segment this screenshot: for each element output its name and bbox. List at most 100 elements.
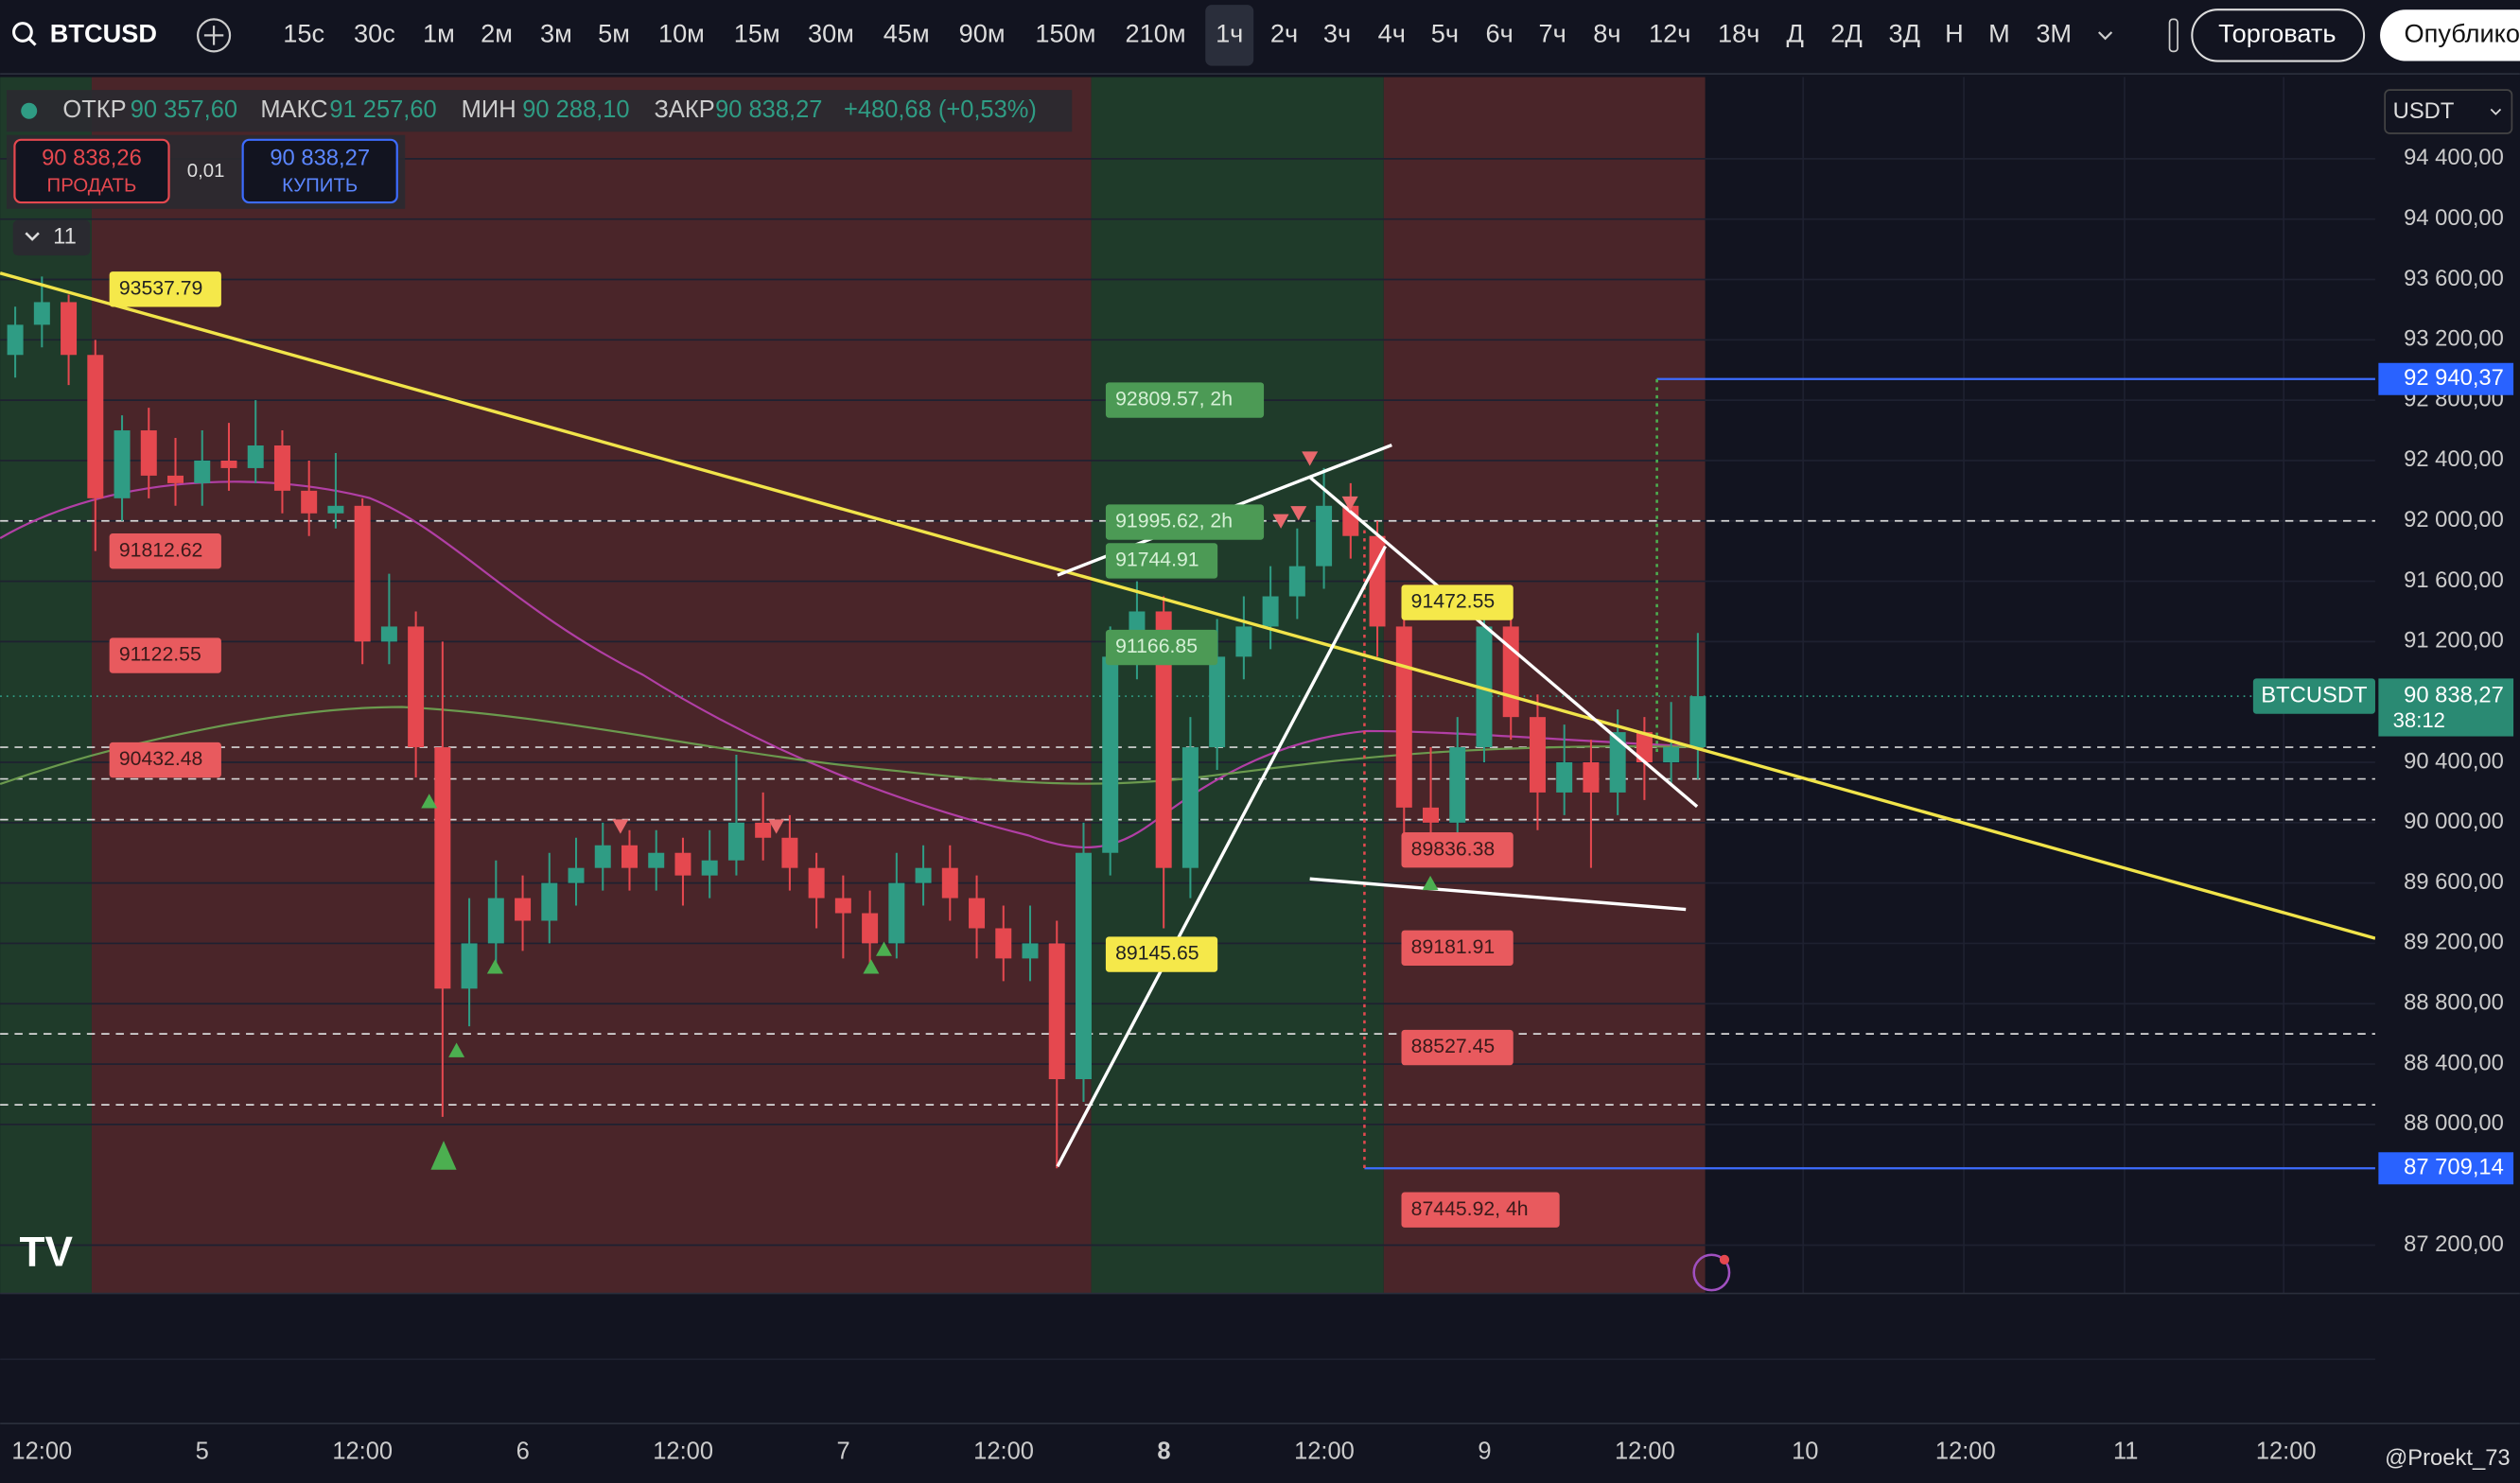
interval[interactable]: 90м	[959, 19, 1006, 48]
candle-body	[1583, 762, 1600, 793]
y-tick-label: 93 200,00	[2404, 326, 2504, 352]
annotation-box	[1401, 1192, 1560, 1228]
interval[interactable]: 3ч	[1323, 19, 1351, 48]
indicators-count: 11	[53, 224, 77, 250]
candle-body	[674, 852, 691, 876]
countdown: 38:12	[2393, 708, 2445, 732]
status-dot	[21, 102, 38, 119]
search-icon	[27, 37, 37, 46]
signal-up	[421, 794, 1439, 1170]
price-tag	[2378, 1152, 2514, 1185]
candle-body	[648, 852, 665, 868]
price-tag-label: 87 709,14	[2404, 1155, 2504, 1180]
price-tag	[2378, 362, 2514, 395]
annotation-box	[1401, 831, 1514, 868]
interval[interactable]: М	[1988, 19, 2010, 48]
interval[interactable]: 150м	[1035, 19, 1095, 48]
interval[interactable]: 2м	[481, 19, 513, 48]
interval[interactable]: 30м	[808, 19, 854, 48]
interval[interactable]: 7ч	[1539, 19, 1566, 48]
trade-button[interactable]	[2191, 9, 2366, 62]
candle-body	[408, 626, 425, 748]
interval[interactable]: 3Д	[1888, 19, 1920, 48]
candle-body	[1075, 852, 1092, 1080]
candle-body	[380, 626, 397, 642]
candles	[7, 276, 1706, 1169]
candle-body	[915, 867, 932, 883]
symbol[interactable]: BTCUSD	[50, 19, 157, 48]
candle-body	[781, 837, 798, 868]
interval[interactable]: 210м	[1126, 19, 1186, 48]
candle-body	[87, 355, 104, 498]
candle-body	[568, 867, 585, 883]
y-tick-label: 89 200,00	[2404, 930, 2504, 955]
interval[interactable]: 3м	[540, 19, 572, 48]
annotation-box	[1401, 584, 1514, 620]
publish-button-label: Опублико	[2405, 19, 2520, 48]
x-axis: 12:00 5 12:00 6 12:00 7 12:00 8 12:00 9 12:00 10 12:…	[11, 1438, 2316, 1464]
interval[interactable]: 1ч	[1216, 19, 1243, 48]
y-tick-label: 94 000,00	[2404, 205, 2504, 231]
candle-body	[1476, 626, 1493, 748]
candle-body	[167, 475, 184, 483]
ohlc-high-label: МАКС	[260, 96, 327, 123]
interval[interactable]: 5м	[598, 19, 630, 48]
candle-body	[140, 430, 157, 476]
logo: TV	[20, 1229, 74, 1275]
interval[interactable]: 15м	[734, 19, 780, 48]
currency-select[interactable]	[2384, 89, 2513, 134]
interval[interactable]: 3М	[2036, 19, 2072, 48]
candle-body	[755, 822, 772, 838]
ohlc-open: 90 357,60	[131, 96, 237, 123]
symbol-tag	[2252, 678, 2375, 714]
interval[interactable]: 18ч	[1718, 19, 1759, 48]
buy-button[interactable]	[241, 138, 398, 204]
interval[interactable]: 2ч	[1270, 19, 1298, 48]
sell-button[interactable]	[13, 138, 170, 204]
publish-button[interactable]	[2380, 9, 2520, 61]
ohlc-close: 90 838,27	[715, 96, 822, 123]
interval[interactable]: 4ч	[1378, 19, 1406, 48]
watermark: @Proekt_73	[2385, 1445, 2510, 1471]
currency: USDT	[2393, 98, 2455, 124]
y-tick-label: 88 000,00	[2404, 1110, 2504, 1136]
interval[interactable]: 1м	[423, 19, 455, 48]
indicators-toggle[interactable]	[12, 219, 91, 256]
interval[interactable]: 45м	[884, 19, 930, 48]
y-tick-label: 92 000,00	[2404, 507, 2504, 532]
bar-style-icon[interactable]	[2168, 18, 2179, 53]
interval[interactable]: 6ч	[1485, 19, 1513, 48]
interval[interactable]: Н	[1945, 19, 1964, 48]
interval-active[interactable]	[1205, 5, 1254, 66]
candle-body	[1262, 596, 1279, 627]
candle-body	[701, 860, 718, 876]
trade-button-label: Торговать	[2218, 19, 2336, 48]
candle-body	[7, 324, 24, 356]
alert-icon[interactable]	[1692, 1253, 1731, 1292]
more-intervals[interactable]	[2097, 31, 2113, 41]
interval[interactable]: 12ч	[1649, 19, 1690, 48]
interval[interactable]: Д	[1786, 19, 1803, 48]
candle-body	[1022, 943, 1039, 959]
candle-body	[114, 430, 131, 498]
annotation: 91995.62, 2h	[1115, 511, 1233, 532]
candle-body	[969, 898, 986, 929]
candle-body	[194, 460, 211, 483]
annotation: 93537.79	[119, 277, 203, 299]
interval[interactable]: 30с	[354, 19, 395, 48]
interval[interactable]: 15с	[283, 19, 324, 48]
interval[interactable]: 2Д	[1830, 19, 1863, 48]
candle-body	[1048, 943, 1065, 1080]
search-icon[interactable]	[12, 22, 33, 43]
interval[interactable]: 5ч	[1431, 19, 1459, 48]
candle-body	[354, 505, 371, 642]
candle-body	[1449, 747, 1466, 823]
trendline-yellow	[0, 271, 2376, 940]
chevron	[25, 232, 40, 241]
sell-label: ПРОДАТЬ	[47, 175, 137, 196]
interval[interactable]: 10м	[658, 19, 705, 48]
candle-body	[61, 302, 78, 356]
add-symbol[interactable]	[196, 18, 232, 53]
ohlc-values: ОТКР 90 357,60 МАКС 91 257,60 МИН 90 288,10 ЗА…	[62, 96, 1037, 123]
interval[interactable]: 8ч	[1593, 19, 1620, 48]
